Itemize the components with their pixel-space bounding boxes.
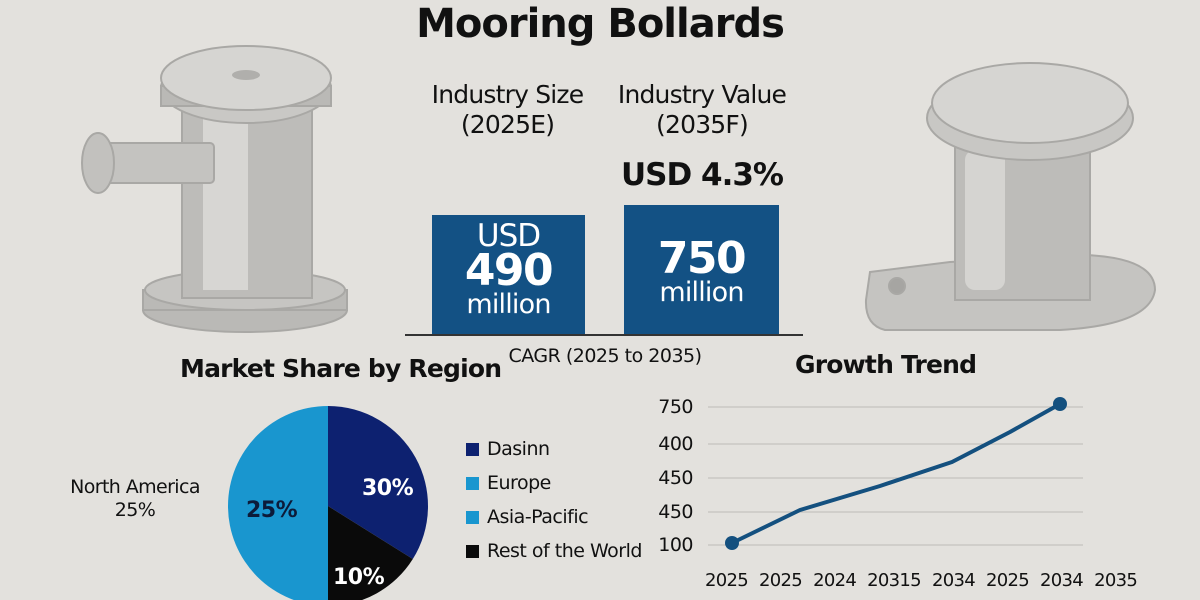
- x-tick: 2025: [705, 570, 749, 591]
- growth-trend-line: [725, 397, 1067, 550]
- bollard-illustration-right-icon: [864, 62, 1157, 331]
- north-america-callout-name: North America: [70, 476, 200, 498]
- industry-size-box: USD 490 million: [432, 215, 585, 335]
- pie-label-10: 10%: [333, 565, 385, 590]
- legend-label: Dasinn: [487, 438, 550, 460]
- x-tick: 2025: [985, 570, 1030, 591]
- y-tick: 450: [658, 467, 693, 489]
- y-tick: 450: [658, 501, 693, 523]
- y-tick: 750: [658, 396, 693, 418]
- industry-value-box: 750 million: [624, 205, 779, 335]
- legend-item-asia-pacific: Asia-Pacific: [466, 500, 642, 534]
- north-america-callout: North America 25%: [55, 476, 215, 522]
- x-tick: 2035: [1094, 570, 1138, 591]
- legend-label: Asia-Pacific: [487, 506, 589, 528]
- legend-label: Rest of the World: [487, 540, 642, 562]
- industry-value-label: Industry Value (2035F): [597, 80, 807, 140]
- legend-item-rest-of-world: Rest of the World: [466, 534, 642, 568]
- kpi-baseline-divider: [405, 334, 803, 336]
- legend-swatch-navy-icon: [466, 442, 479, 456]
- y-tick: 100: [658, 534, 693, 556]
- x-tick: 20315: [867, 570, 921, 591]
- legend-swatch-light-blue-icon: [466, 476, 479, 490]
- legend-label: Europe: [487, 472, 551, 494]
- pie-label-25: 25%: [246, 498, 298, 523]
- legend-swatch-black-icon: [466, 544, 479, 558]
- market-share-title: Market Share by Region: [180, 354, 502, 383]
- industry-size-currency: USD: [476, 218, 541, 254]
- industry-size-label-line2: (2025E): [460, 110, 555, 139]
- legend-item-europe: Europe: [466, 466, 642, 500]
- y-tick: 400: [658, 433, 693, 455]
- x-tick: 2025: [759, 570, 803, 591]
- pie-slice-navy: [328, 406, 429, 559]
- x-tick: 2034: [1040, 570, 1084, 591]
- industry-value-value: 750: [657, 233, 747, 284]
- trend-start-marker: [725, 536, 739, 550]
- bollard-illustration-left-icon: [81, 45, 348, 333]
- page-title: Mooring Bollards: [416, 1, 785, 47]
- market-share-pie-chart: [228, 406, 429, 600]
- pie-legend: Dasinn Europe Asia-Pacific Rest of the W…: [466, 432, 642, 568]
- pie-slice-black: [328, 506, 413, 600]
- x-tick: 2034: [931, 570, 976, 591]
- pie-label-30: 30%: [362, 476, 414, 501]
- industry-size-unit: million: [466, 289, 551, 320]
- north-america-callout-value: 25%: [114, 499, 156, 521]
- industry-size-label-line1: Industry Size: [431, 80, 585, 109]
- industry-size-label: Industry Size (2025E): [405, 80, 610, 140]
- pie-slice-light-blue: [228, 406, 328, 600]
- growth-trend-title: Growth Trend: [795, 350, 977, 379]
- x-axis-ticks: 2025 2025 2024 20315 2034 2025 2034 2035: [705, 570, 1141, 591]
- cagr-value: USD 4.3%: [620, 157, 784, 193]
- industry-size-value: 490: [464, 245, 554, 296]
- industry-value-label-line2: (2035F): [656, 110, 749, 139]
- x-tick: 2024: [813, 570, 857, 591]
- legend-item-dasinn: Dasinn: [466, 432, 642, 466]
- legend-swatch-light-blue-icon: [466, 510, 479, 524]
- trend-end-marker: [1053, 397, 1067, 411]
- industry-value-unit: million: [659, 277, 744, 308]
- growth-trend-gridlines: [708, 406, 1083, 546]
- cagr-label: CAGR (2025 to 2035): [508, 345, 702, 367]
- industry-value-label-line1: Industry Value: [617, 80, 787, 109]
